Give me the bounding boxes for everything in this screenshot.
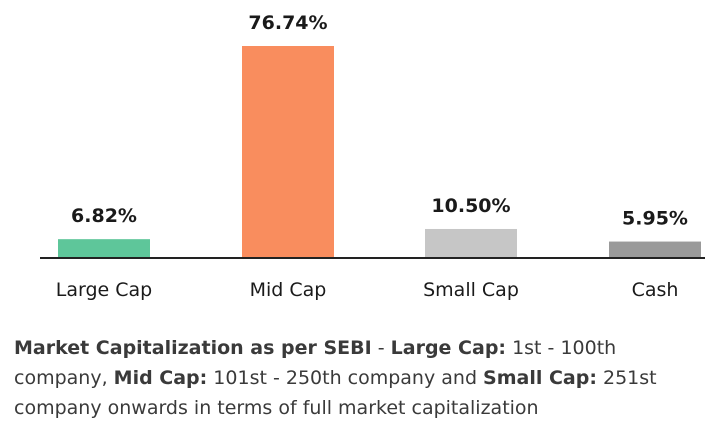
value-labels-group: 6.82% 76.74% 10.50% 5.95% bbox=[71, 12, 688, 230]
bar-chart: 6.82% 76.74% 10.50% 5.95% Large Cap Mid Cap S… bbox=[40, 12, 705, 301]
value-label-mid-cap: 76.74% bbox=[248, 12, 327, 34]
footnote-mid-cap-text: 101st - 250th company and bbox=[207, 367, 484, 389]
category-labels-group: Large Cap Mid Cap Small Cap Cash bbox=[56, 279, 679, 301]
footnote-large-cap-text: 1st - 100th company, bbox=[14, 337, 617, 389]
bars-group bbox=[58, 46, 701, 258]
category-label-mid-cap: Mid Cap bbox=[250, 279, 327, 301]
bar-large-cap bbox=[58, 239, 150, 258]
footnote-small-cap-text: 251st company onwards in terms of full m… bbox=[14, 367, 657, 419]
footnote-heading: Market Capitalization as per SEBI bbox=[14, 337, 372, 359]
bar-mid-cap bbox=[242, 46, 334, 258]
bar-small-cap bbox=[425, 228, 517, 258]
value-label-large-cap: 6.82% bbox=[71, 205, 137, 227]
footnote-small-cap-label: Small Cap: bbox=[483, 367, 597, 389]
value-label-cash: 5.95% bbox=[622, 208, 688, 230]
category-label-large-cap: Large Cap bbox=[56, 279, 152, 301]
footnote-separator: - bbox=[371, 337, 391, 359]
value-label-small-cap: 10.50% bbox=[431, 195, 510, 217]
footnote-mid-cap-label: Mid Cap: bbox=[113, 367, 208, 389]
footnote-large-cap-label: Large Cap: bbox=[390, 337, 507, 359]
category-label-small-cap: Small Cap bbox=[423, 279, 519, 301]
market-cap-footnote: Market Capitalization as per SEBI - Larg… bbox=[14, 333, 714, 423]
category-label-cash: Cash bbox=[632, 279, 679, 301]
bar-cash bbox=[609, 241, 701, 258]
